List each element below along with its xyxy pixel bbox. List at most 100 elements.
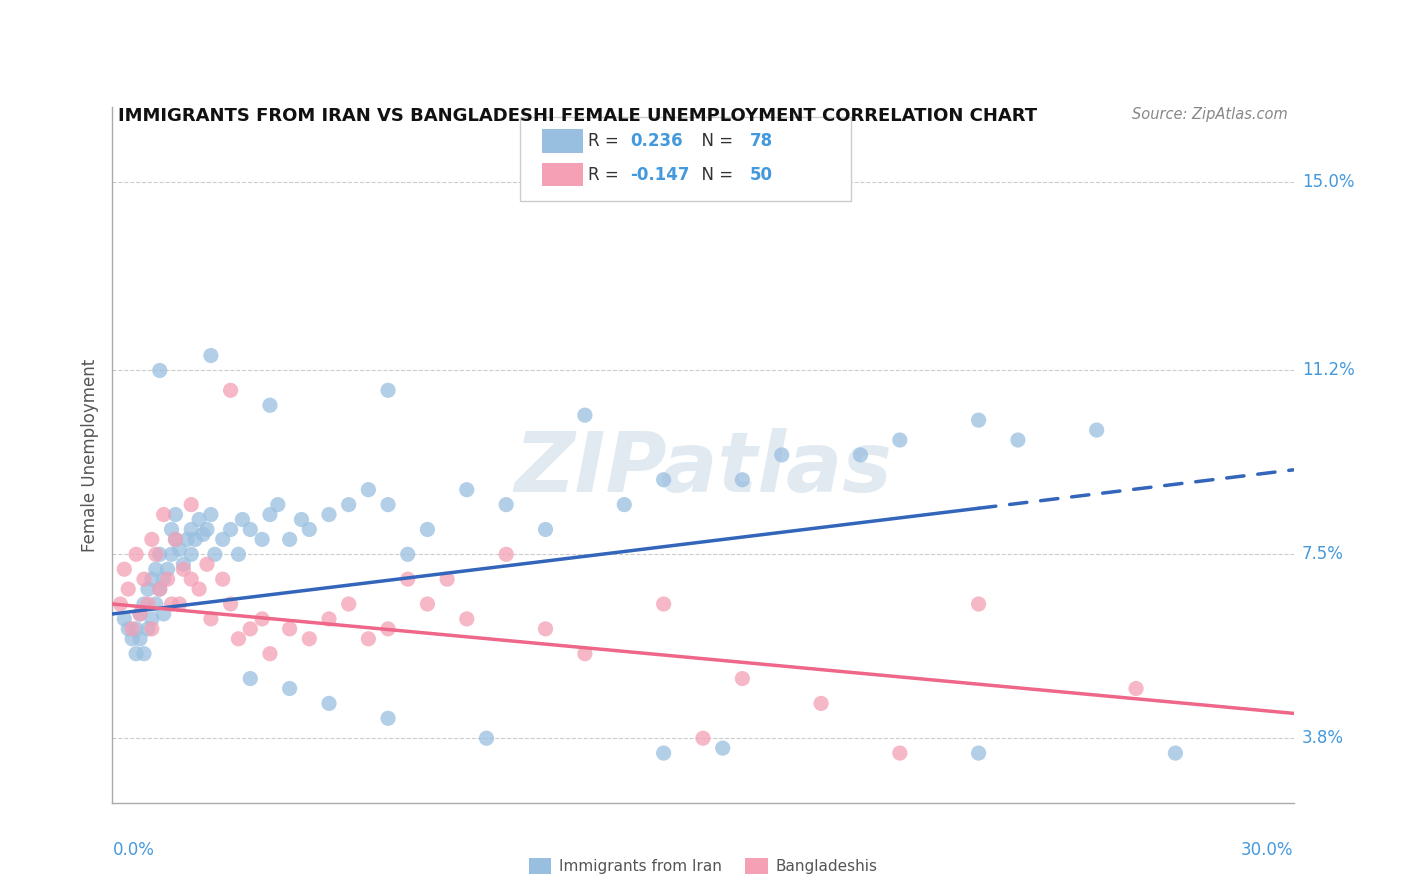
Point [211, 572, 233, 586]
Point [574, 647, 596, 661]
Point [211, 533, 233, 547]
Point [652, 473, 675, 487]
Point [152, 607, 174, 621]
Point [200, 612, 222, 626]
Point [204, 547, 226, 561]
Point [298, 523, 321, 537]
Point [141, 533, 163, 547]
Point [129, 607, 152, 621]
Point [770, 448, 793, 462]
Legend: Immigrants from Iran, Bangladeshis: Immigrants from Iran, Bangladeshis [523, 852, 883, 880]
Point [239, 622, 262, 636]
Point [967, 413, 990, 427]
Point [172, 562, 194, 576]
Point [180, 498, 202, 512]
Point [136, 597, 159, 611]
Point [731, 672, 754, 686]
Text: 7.5%: 7.5% [1302, 545, 1344, 564]
Point [156, 572, 179, 586]
Point [377, 711, 399, 725]
Point [357, 483, 380, 497]
Point [692, 731, 714, 746]
Point [125, 622, 148, 636]
Point [165, 533, 187, 547]
Point [259, 508, 281, 522]
Point [396, 547, 419, 561]
Point [377, 498, 399, 512]
Point [188, 512, 211, 526]
Text: 30.0%: 30.0% [1241, 841, 1294, 859]
Point [574, 408, 596, 422]
Point [141, 612, 163, 626]
Point [149, 547, 172, 561]
Point [250, 612, 273, 626]
Point [165, 533, 187, 547]
Point [1125, 681, 1147, 696]
Point [318, 697, 340, 711]
Point [195, 558, 218, 572]
Point [416, 597, 439, 611]
FancyBboxPatch shape [520, 118, 851, 201]
Point [456, 483, 478, 497]
Point [132, 647, 155, 661]
Point [810, 697, 832, 711]
Point [1007, 433, 1029, 447]
Point [121, 622, 143, 636]
Point [136, 622, 159, 636]
Point [357, 632, 380, 646]
Text: 11.2%: 11.2% [1302, 361, 1354, 379]
Point [731, 473, 754, 487]
Point [136, 582, 159, 596]
Point [250, 533, 273, 547]
Point [239, 523, 262, 537]
Point [180, 547, 202, 561]
Point [259, 398, 281, 412]
Point [200, 349, 222, 363]
Point [1085, 423, 1108, 437]
Point [145, 547, 167, 561]
Point [184, 533, 207, 547]
Point [110, 597, 132, 611]
Point [125, 647, 148, 661]
Text: N =: N = [692, 166, 738, 184]
Point [160, 597, 183, 611]
Point [337, 597, 360, 611]
Point [711, 741, 734, 756]
Point [160, 547, 183, 561]
Point [534, 523, 557, 537]
Point [129, 607, 152, 621]
Point [112, 612, 135, 626]
Point [219, 597, 242, 611]
Point [396, 572, 419, 586]
Point [613, 498, 636, 512]
Point [456, 612, 478, 626]
Point [141, 572, 163, 586]
Point [117, 582, 139, 596]
Point [117, 622, 139, 636]
Point [180, 572, 202, 586]
Point [195, 523, 218, 537]
Point [290, 512, 312, 526]
Point [298, 632, 321, 646]
Y-axis label: Female Unemployment: Female Unemployment [80, 359, 98, 551]
Text: IMMIGRANTS FROM IRAN VS BANGLADESHI FEMALE UNEMPLOYMENT CORRELATION CHART: IMMIGRANTS FROM IRAN VS BANGLADESHI FEMA… [118, 107, 1038, 125]
Point [267, 498, 290, 512]
Text: Source: ZipAtlas.com: Source: ZipAtlas.com [1132, 107, 1288, 122]
Point [967, 597, 990, 611]
Point [176, 533, 198, 547]
Point [191, 527, 214, 541]
FancyBboxPatch shape [543, 162, 582, 186]
Point [318, 508, 340, 522]
Point [152, 508, 174, 522]
Point [495, 498, 517, 512]
Point [889, 746, 911, 760]
Point [337, 498, 360, 512]
Point [112, 562, 135, 576]
Point [152, 572, 174, 586]
Point [169, 542, 191, 557]
Point [318, 612, 340, 626]
Point [156, 562, 179, 576]
Point [278, 622, 301, 636]
Text: 50: 50 [751, 166, 773, 184]
Text: N =: N = [692, 132, 738, 150]
